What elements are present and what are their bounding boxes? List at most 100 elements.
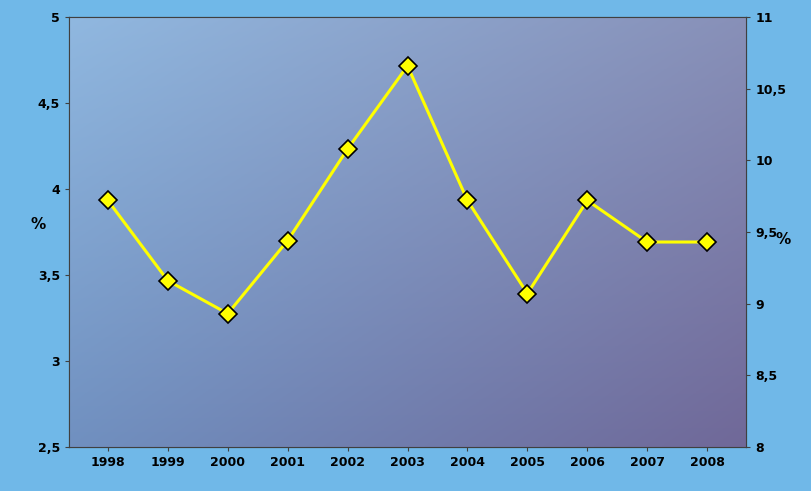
- Bar: [691, 406, 723, 408]
- Bar: [631, 387, 663, 389]
- Bar: [391, 420, 424, 422]
- Bar: [451, 306, 484, 308]
- Bar: [152, 316, 184, 318]
- Bar: [211, 431, 244, 433]
- Bar: [451, 302, 484, 304]
- Bar: [391, 330, 424, 333]
- Bar: [391, 360, 424, 362]
- Bar: [631, 401, 663, 403]
- Bar: [511, 334, 544, 337]
- Bar: [391, 308, 424, 310]
- Bar: [511, 286, 544, 288]
- Bar: [571, 366, 604, 368]
- Bar: [271, 410, 304, 413]
- Bar: [631, 403, 663, 405]
- Bar: [152, 386, 184, 388]
- Bar: [691, 411, 723, 413]
- Bar: [451, 404, 484, 407]
- Bar: [92, 410, 124, 412]
- Bar: [152, 354, 184, 356]
- Bar: [691, 331, 723, 333]
- Bar: [92, 322, 124, 325]
- Bar: [691, 381, 723, 382]
- Bar: [571, 313, 604, 315]
- Bar: [451, 281, 484, 283]
- Bar: [691, 397, 723, 399]
- Bar: [211, 340, 244, 342]
- Bar: [211, 418, 244, 421]
- Bar: [211, 384, 244, 386]
- Bar: [152, 305, 184, 307]
- Bar: [511, 361, 544, 363]
- Bar: [451, 355, 484, 357]
- Bar: [631, 304, 663, 306]
- Bar: [511, 318, 544, 320]
- Bar: [331, 406, 364, 408]
- Bar: [391, 418, 424, 420]
- Bar: [331, 306, 364, 309]
- Bar: [152, 426, 184, 428]
- Bar: [511, 308, 544, 310]
- Bar: [92, 327, 124, 328]
- Bar: [631, 297, 663, 299]
- Bar: [152, 388, 184, 390]
- Bar: [691, 445, 723, 447]
- Bar: [451, 445, 484, 447]
- Bar: [271, 267, 304, 270]
- Y-axis label: %: %: [776, 232, 791, 247]
- Bar: [152, 400, 184, 402]
- Bar: [571, 406, 604, 408]
- Bar: [391, 279, 424, 281]
- Bar: [211, 285, 244, 287]
- Bar: [631, 443, 663, 445]
- Bar: [511, 373, 544, 376]
- Bar: [451, 287, 484, 289]
- Bar: [691, 438, 723, 439]
- Bar: [631, 289, 663, 447]
- Bar: [152, 315, 184, 316]
- Bar: [92, 283, 124, 286]
- Bar: [92, 297, 124, 299]
- Bar: [631, 360, 663, 362]
- Bar: [571, 329, 604, 331]
- Bar: [271, 333, 304, 335]
- Bar: [211, 398, 244, 400]
- Bar: [391, 400, 424, 402]
- Bar: [451, 349, 484, 351]
- Bar: [331, 348, 364, 350]
- Bar: [152, 364, 184, 365]
- Bar: [92, 344, 124, 346]
- Bar: [571, 435, 604, 436]
- Bar: [152, 428, 184, 430]
- Bar: [211, 289, 244, 291]
- Bar: [152, 413, 184, 415]
- Bar: [631, 289, 663, 291]
- Bar: [92, 348, 124, 350]
- Bar: [451, 400, 484, 402]
- Bar: [271, 340, 304, 342]
- Bar: [631, 389, 663, 391]
- Bar: [691, 327, 723, 329]
- Bar: [691, 351, 723, 353]
- Bar: [331, 444, 364, 447]
- Bar: [391, 290, 424, 293]
- Bar: [331, 433, 364, 436]
- Bar: [511, 383, 544, 385]
- Bar: [391, 393, 424, 395]
- Bar: [152, 377, 184, 379]
- Bar: [571, 420, 604, 422]
- Bar: [331, 281, 364, 284]
- Bar: [391, 438, 424, 440]
- Bar: [571, 404, 604, 406]
- Bar: [511, 435, 544, 436]
- Bar: [451, 357, 484, 359]
- Bar: [271, 328, 304, 330]
- Legend: Počty jednotek /, Number of units, HDP / GDP: Počty jednotek /, Number of units, HDP /…: [166, 29, 311, 76]
- Bar: [271, 367, 304, 369]
- Bar: [631, 346, 663, 348]
- Bar: [691, 429, 723, 431]
- Bar: [211, 429, 244, 431]
- Bar: [271, 372, 304, 374]
- Bar: [152, 326, 184, 327]
- Bar: [211, 421, 244, 423]
